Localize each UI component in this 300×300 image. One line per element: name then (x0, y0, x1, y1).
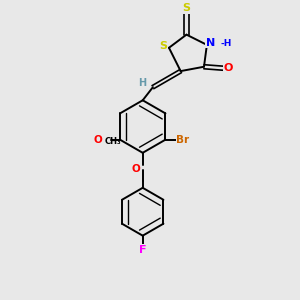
Text: CH₃: CH₃ (104, 137, 121, 146)
Text: F: F (139, 245, 146, 255)
Text: S: S (182, 3, 190, 14)
Text: H: H (138, 78, 146, 88)
Text: O: O (94, 135, 103, 145)
Text: O: O (224, 63, 233, 73)
Text: Br: Br (176, 135, 190, 145)
Text: O: O (132, 164, 141, 174)
Text: N: N (206, 38, 215, 47)
Text: S: S (160, 41, 168, 51)
Text: -H: -H (220, 39, 231, 48)
